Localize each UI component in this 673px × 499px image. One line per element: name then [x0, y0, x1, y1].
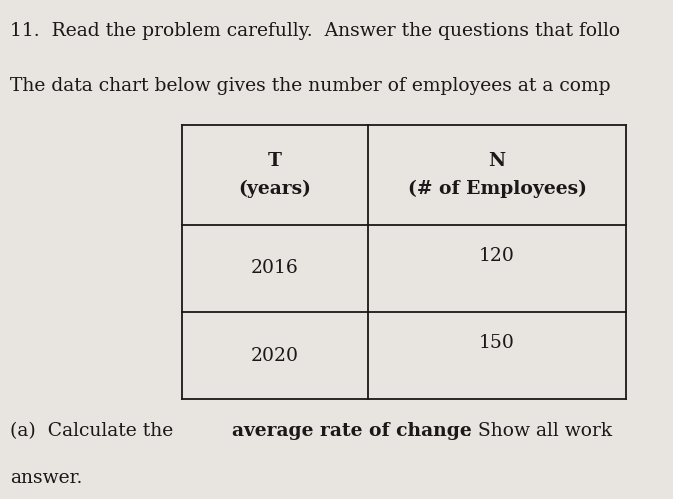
Text: 2020: 2020	[251, 346, 299, 365]
Text: 150: 150	[479, 334, 515, 352]
Text: The data chart below gives the number of employees at a comp: The data chart below gives the number of…	[10, 77, 610, 95]
Text: T: T	[268, 152, 282, 170]
Text: (# of Employees): (# of Employees)	[408, 180, 586, 198]
Text: answer.: answer.	[10, 469, 83, 487]
Text: N: N	[489, 152, 505, 170]
Text: 2016: 2016	[251, 259, 299, 277]
Text: 120: 120	[479, 247, 515, 265]
Text: (years): (years)	[238, 180, 312, 198]
Text: . Show all work: . Show all work	[466, 422, 612, 440]
Text: 11.  Read the problem carefully.  Answer the questions that follo: 11. Read the problem carefully. Answer t…	[10, 22, 621, 40]
Text: average rate of change: average rate of change	[232, 422, 472, 440]
Text: (a)  Calculate the: (a) Calculate the	[10, 422, 179, 440]
